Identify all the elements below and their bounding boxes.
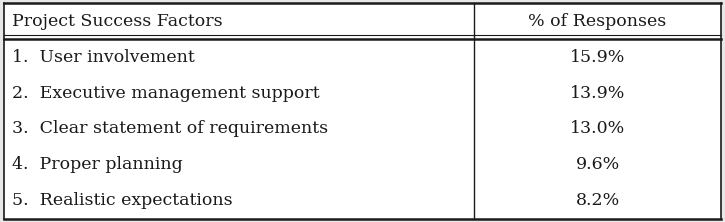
Text: 1.  User involvement: 1. User involvement: [12, 49, 195, 66]
Text: 4.  Proper planning: 4. Proper planning: [12, 156, 183, 173]
Text: 15.9%: 15.9%: [570, 49, 625, 66]
Text: 5.  Realistic expectations: 5. Realistic expectations: [12, 192, 233, 209]
Text: 8.2%: 8.2%: [576, 192, 620, 209]
Text: 13.0%: 13.0%: [570, 121, 625, 137]
Text: 2.  Executive management support: 2. Executive management support: [12, 85, 320, 101]
Text: Project Success Factors: Project Success Factors: [12, 13, 223, 30]
Text: 3.  Clear statement of requirements: 3. Clear statement of requirements: [12, 121, 328, 137]
Text: 13.9%: 13.9%: [570, 85, 625, 101]
Text: % of Responses: % of Responses: [529, 13, 667, 30]
Text: 9.6%: 9.6%: [576, 156, 620, 173]
